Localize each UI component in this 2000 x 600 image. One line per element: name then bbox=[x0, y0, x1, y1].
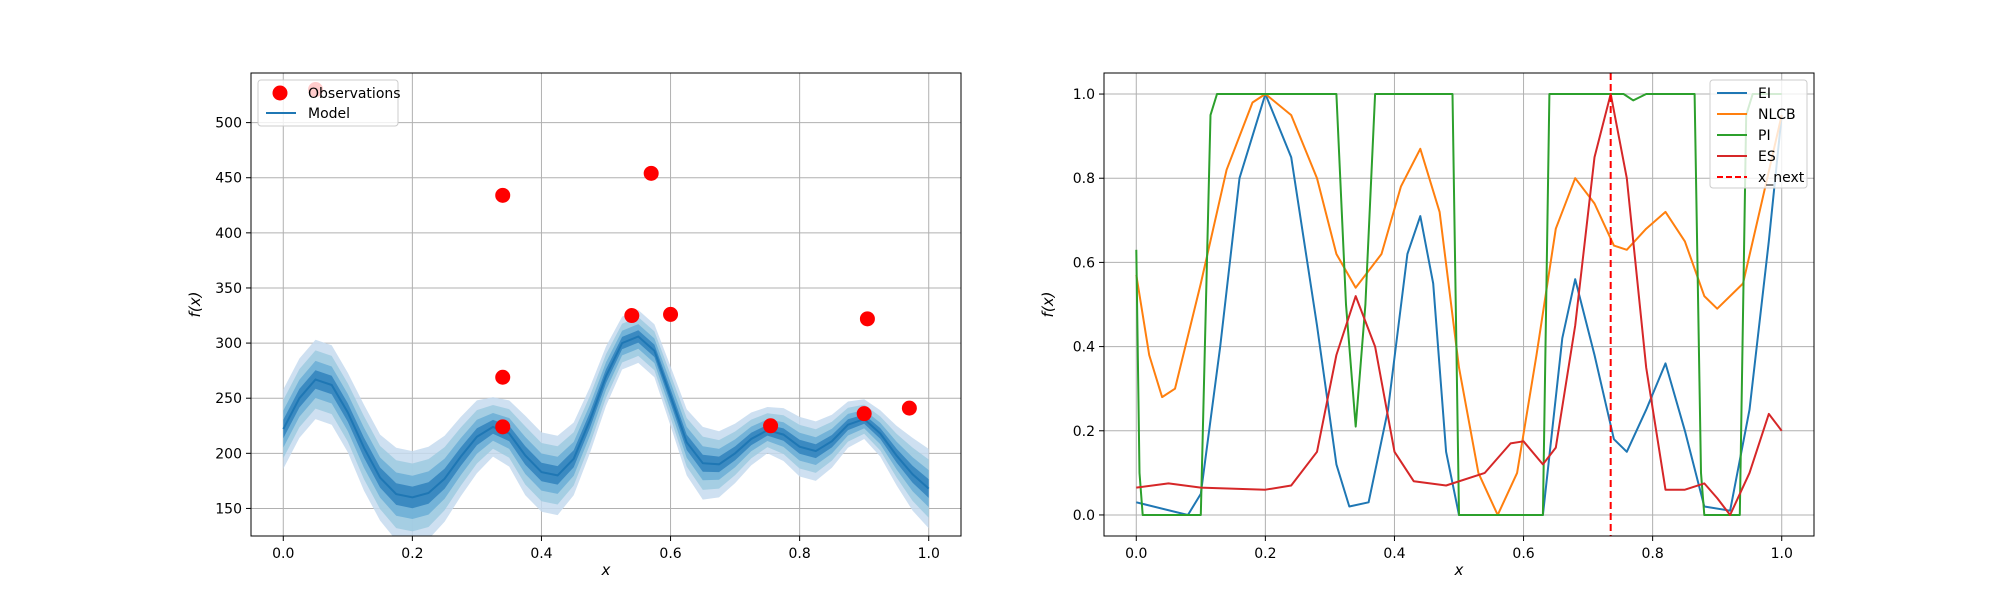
x-tick-label: 0.6 bbox=[1512, 546, 1534, 562]
x-tick-label: 0.0 bbox=[1125, 546, 1147, 562]
x-tick-label: 1.0 bbox=[918, 546, 940, 562]
y-tick-label: 1.0 bbox=[1073, 87, 1095, 103]
legend-box bbox=[257, 79, 399, 127]
model-mean-line bbox=[282, 335, 930, 499]
x-tick-label: 0.2 bbox=[1254, 546, 1276, 562]
observation-point bbox=[495, 369, 511, 385]
y-tick-label: 200 bbox=[215, 446, 242, 462]
plot-content bbox=[1135, 73, 1783, 536]
left-panel: 0.0 0.2 0.4 0.6 0.8 1.0 150 200 250 300 350 400 450 5… bbox=[186, 72, 962, 579]
observation-point bbox=[495, 419, 511, 435]
x-axis-label: x bbox=[1454, 561, 1464, 579]
y-tick-label: 0.2 bbox=[1073, 424, 1095, 440]
x-tick-label: 0.8 bbox=[1642, 546, 1664, 562]
y-tick-label: 0.8 bbox=[1073, 171, 1095, 187]
legend-label: PI bbox=[1758, 128, 1771, 144]
y-tick-label: 350 bbox=[215, 281, 242, 297]
observation-point bbox=[643, 165, 659, 181]
legend-marker-observations bbox=[272, 85, 288, 101]
x-tick-label: 0.2 bbox=[401, 546, 423, 562]
y-tick-label: 150 bbox=[215, 501, 242, 517]
y-tick-label: 250 bbox=[215, 391, 242, 407]
observation-point bbox=[663, 306, 679, 322]
legend: EI NLCB PI ES x_next bbox=[1709, 79, 1808, 189]
observation-point bbox=[856, 406, 872, 422]
observation-point bbox=[901, 400, 917, 416]
legend-box bbox=[1709, 79, 1808, 189]
legend-label: x_next bbox=[1758, 170, 1805, 186]
observation-point bbox=[495, 187, 511, 203]
legend-label: ES bbox=[1758, 149, 1776, 165]
plot-frame bbox=[250, 72, 962, 537]
series-line-nlcb bbox=[1135, 93, 1783, 516]
x-axis-label: x bbox=[601, 561, 611, 579]
y-tick-label: 450 bbox=[215, 171, 242, 187]
legend-label: Model bbox=[308, 106, 350, 122]
y-axis-label: f(x) bbox=[186, 292, 204, 318]
plot-frame bbox=[1103, 72, 1815, 537]
x-tick-label: 0.4 bbox=[1383, 546, 1405, 562]
series-line-es bbox=[1136, 93, 1783, 516]
right-panel: 0.0 0.2 0.4 0.6 0.8 1.0 0.0 0.2 0.4 0.6 0.8 1.0 x f(x… bbox=[1039, 72, 1815, 579]
legend-label: EI bbox=[1758, 86, 1771, 102]
y-tick-label: 400 bbox=[215, 226, 242, 242]
observation-point bbox=[763, 418, 779, 434]
x-tick-label: 0.0 bbox=[272, 546, 294, 562]
x-tick-label: 0.8 bbox=[789, 546, 811, 562]
legend: Observations Model bbox=[257, 79, 401, 127]
y-tick-label: 0.6 bbox=[1073, 255, 1095, 271]
y-tick-label: 0.4 bbox=[1073, 340, 1095, 356]
y-axis-label: f(x) bbox=[1039, 292, 1057, 318]
y-tick-label: 0.0 bbox=[1073, 508, 1095, 524]
x-tick-label: 0.4 bbox=[530, 546, 552, 562]
x-tick-label: 1.0 bbox=[1771, 546, 1793, 562]
y-tick-label: 500 bbox=[215, 116, 242, 132]
legend-label: NLCB bbox=[1758, 107, 1796, 123]
series-line-pi bbox=[1135, 93, 1782, 516]
legend-label: Observations bbox=[308, 86, 401, 102]
plot-content bbox=[282, 82, 930, 536]
x-tick-label: 0.6 bbox=[659, 546, 681, 562]
observation-point bbox=[624, 308, 640, 324]
observation-point bbox=[859, 311, 875, 327]
y-tick-label: 300 bbox=[215, 336, 242, 352]
